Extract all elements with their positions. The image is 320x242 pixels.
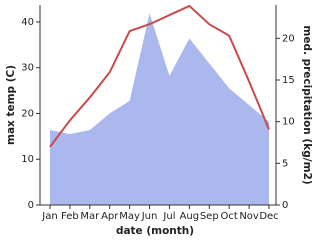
y2-tick-label: 10 (282, 117, 295, 128)
x-tick-label: Aug (180, 211, 200, 222)
y2-tick-label: 20 (282, 33, 295, 44)
temp-line (49, 4, 270, 148)
y-tick-label: 20 (21, 108, 34, 119)
y-tick-label: 40 (21, 17, 34, 28)
x-axis-label: date (month) (116, 225, 194, 237)
y-tick-label: 0 (28, 200, 34, 211)
y2-tick-label: 0 (282, 200, 288, 211)
y-tick-label: 30 (21, 63, 34, 74)
x-tick-label: Dec (259, 211, 278, 222)
y-axis-label: max temp (C) (5, 65, 17, 145)
y-tick-label: 10 (21, 154, 34, 165)
x-tick-label: Mar (80, 211, 100, 222)
x-tick-label: Sep (200, 211, 219, 222)
x-tick-label: Nov (239, 211, 259, 222)
x-tick-label: Apr (101, 211, 119, 222)
precip-area (50, 13, 269, 206)
x-tick-label: Jul (162, 211, 175, 222)
x-tick-label: Jan (41, 211, 57, 222)
x-tick-label: Feb (61, 211, 79, 222)
y2-tick-label: 5 (282, 158, 288, 169)
x-tick-label: May (119, 211, 140, 222)
x-tick-label: Oct (221, 211, 238, 222)
y2-axis-label: med. precipitation (kg/m2) (301, 25, 313, 184)
x-tick-label: Jun (141, 211, 158, 222)
y2-tick-label: 15 (282, 75, 295, 86)
